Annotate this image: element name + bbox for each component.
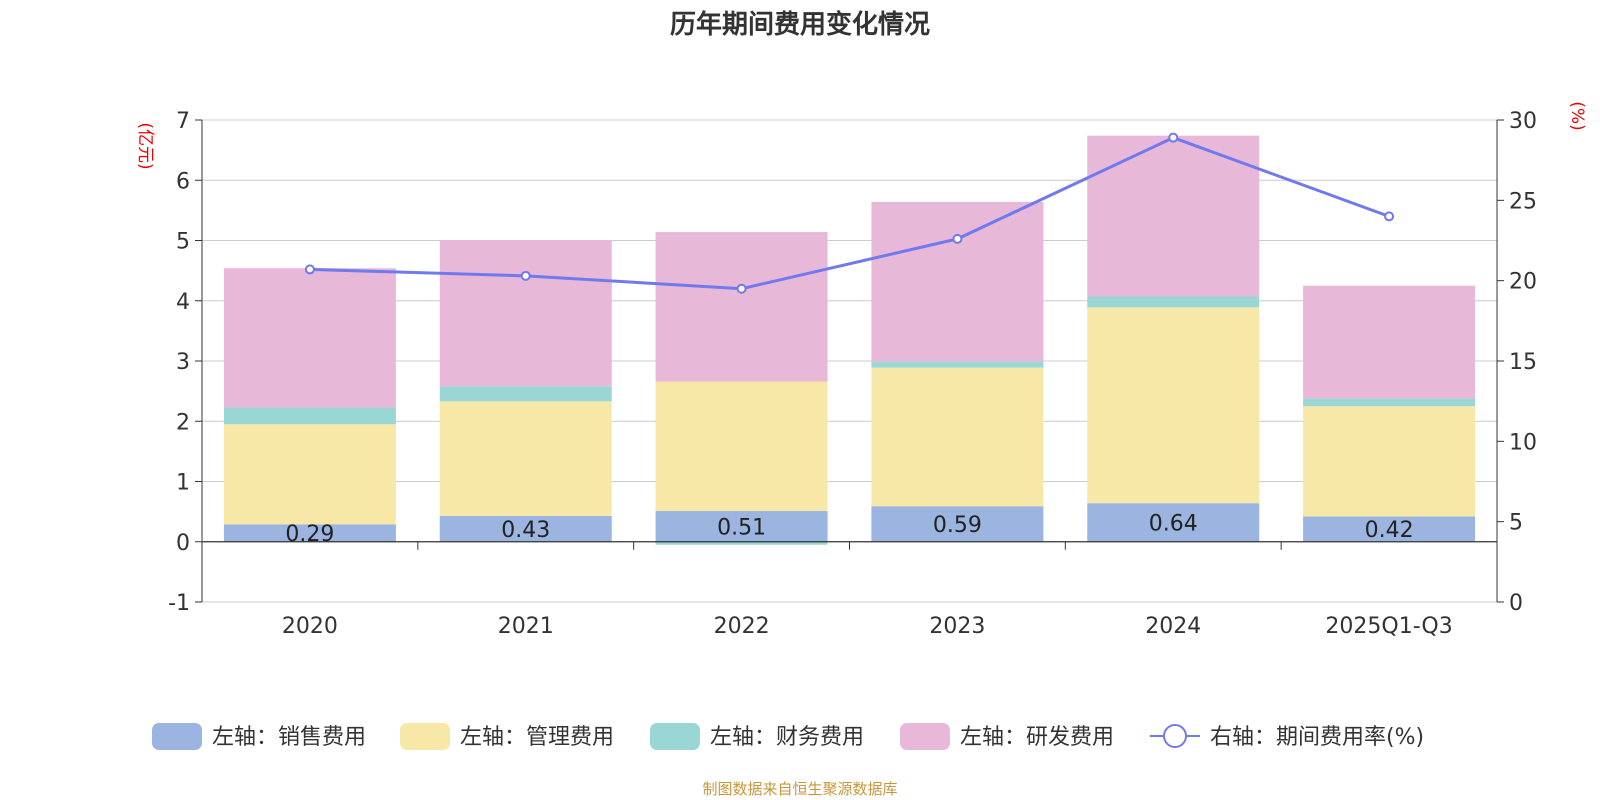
left-axis-tick-label: -1 — [168, 591, 190, 616]
bar-segment-1 — [655, 511, 828, 542]
legend-swatch — [152, 723, 202, 750]
ratio-point — [952, 233, 963, 244]
bar-segment-3 — [439, 386, 612, 402]
right-axis-tick-label: 10 — [1509, 430, 1537, 455]
bar-segment-1 — [1087, 503, 1260, 542]
legend-swatch — [650, 723, 700, 750]
source-note: 制图数据来自恒生聚源数据库 — [702, 780, 898, 798]
bar-segment-3 — [871, 361, 1044, 368]
bar-segment-4 — [1303, 285, 1476, 399]
chart-title: 历年期间费用变化情况 — [669, 10, 930, 40]
legend-marker — [1163, 724, 1187, 748]
bar-segment-1 — [223, 524, 396, 542]
data-label: 0.51 — [717, 515, 766, 540]
right-axis-tick-label: 0 — [1509, 591, 1523, 616]
right-axis-tick-label: 25 — [1509, 189, 1537, 214]
legend-swatch — [400, 723, 450, 750]
left-axis-tick-label: 1 — [176, 471, 190, 496]
left-axis-tick-label: 2 — [176, 410, 190, 435]
bar-segment-4 — [871, 201, 1044, 362]
bar-segment-3 — [223, 407, 396, 425]
legend-label: 右轴：期间费用率(%) — [1210, 725, 1424, 750]
bar-segment-3 — [1087, 296, 1260, 308]
bar-segment-3 — [655, 541, 828, 545]
legend-label: 左轴：销售费用 — [212, 725, 366, 750]
x-axis-tick-label: 2021 — [498, 614, 554, 639]
ratio-point — [736, 283, 747, 294]
data-label: 0.42 — [1365, 518, 1414, 543]
bar-segment-4 — [655, 232, 828, 382]
legend-label: 左轴：财务费用 — [710, 725, 864, 750]
x-axis-tick-label: 2020 — [282, 614, 338, 639]
ratio-point — [1384, 211, 1395, 222]
bar-segment-2 — [1087, 307, 1260, 504]
left-axis-tick-label: 5 — [176, 230, 190, 255]
bar-segment-4 — [223, 268, 396, 408]
x-axis-tick-label: 2022 — [714, 614, 770, 639]
left-axis-tick-label: 4 — [176, 290, 190, 315]
bar-segment-1 — [871, 506, 1044, 542]
ratio-point — [304, 264, 315, 275]
bar-segment-2 — [1303, 406, 1476, 517]
bar-segment-4 — [439, 240, 612, 387]
data-label: 0.59 — [933, 513, 982, 538]
x-axis-tick-label: 2023 — [929, 614, 985, 639]
right-axis-tick-label: 5 — [1509, 511, 1523, 536]
ratio-point — [1168, 132, 1179, 143]
ratio-line — [309, 136, 1390, 291]
data-label: 0.29 — [285, 522, 334, 547]
data-label: 0.64 — [1149, 511, 1198, 536]
legend-label: 左轴：管理费用 — [460, 725, 614, 750]
x-axis-tick-label: 2024 — [1145, 614, 1201, 639]
right-axis-unit-label: (%) — [1567, 101, 1587, 130]
left-axis-unit-label: (亿元) — [135, 122, 155, 169]
right-axis-tick-label: 30 — [1509, 109, 1537, 134]
bar-segment-1 — [439, 515, 612, 542]
legend-label: 左轴：研发费用 — [960, 725, 1114, 750]
bar-segment-2 — [223, 424, 396, 525]
ratio-point — [520, 270, 531, 281]
bar-segment-1 — [1303, 516, 1476, 542]
left-axis-tick-label: 0 — [176, 531, 190, 556]
left-axis-tick-label: 6 — [176, 169, 190, 194]
x-axis-tick-label: 2025Q1-Q3 — [1325, 614, 1452, 639]
data-label: 0.43 — [501, 518, 550, 543]
bar-segment-2 — [439, 401, 612, 516]
right-axis-tick-label: 15 — [1509, 350, 1537, 375]
bar-segment-2 — [871, 367, 1044, 507]
right-axis-tick-label: 20 — [1509, 270, 1537, 295]
left-axis-tick-label: 7 — [176, 109, 190, 134]
left-axis-tick-label: 3 — [176, 350, 190, 375]
bar-segment-4 — [1087, 135, 1260, 297]
legend-swatch — [900, 723, 950, 750]
bar-segment-3 — [1303, 398, 1476, 407]
bar-segment-2 — [655, 381, 828, 512]
